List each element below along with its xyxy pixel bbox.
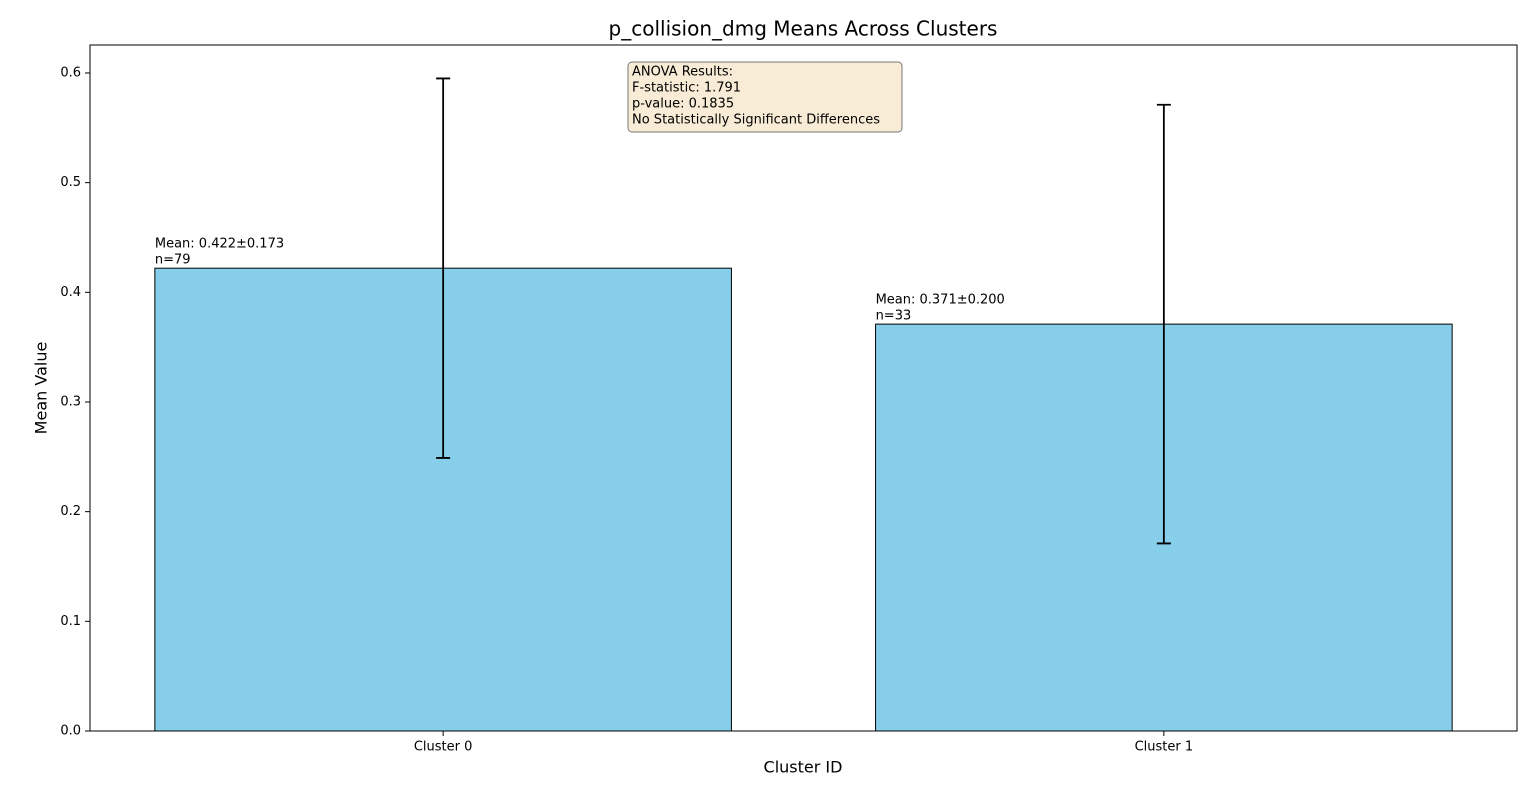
annotation-line: No Statistically Significant Differences bbox=[632, 113, 880, 128]
count-label: n=33 bbox=[876, 309, 912, 324]
y-tick-label: 0.3 bbox=[60, 394, 81, 409]
value-label: Mean: 0.422±0.173 bbox=[155, 237, 284, 252]
annotation-box bbox=[627, 61, 903, 133]
plot-frame bbox=[89, 44, 1518, 732]
count-label: n=79 bbox=[155, 253, 191, 268]
x-axis-label: Cluster ID bbox=[764, 758, 843, 777]
y-tick-label: 0.1 bbox=[60, 614, 81, 629]
annotation-line: p-value: 0.1835 bbox=[632, 97, 734, 112]
y-tick-label: 0.5 bbox=[60, 175, 81, 190]
chart-title: p_collision_dmg Means Across Clusters bbox=[609, 17, 998, 41]
y-tick-label: 0.2 bbox=[60, 504, 81, 519]
y-tick-label: 0.0 bbox=[60, 724, 81, 739]
annotation-line: ANOVA Results: bbox=[632, 65, 733, 80]
error-bar bbox=[1156, 103, 1171, 545]
y-tick-label: 0.6 bbox=[60, 65, 81, 80]
x-tick-label: Cluster 1 bbox=[1135, 740, 1194, 755]
y-axis-label: Mean Value bbox=[32, 342, 51, 435]
error-bar bbox=[436, 77, 451, 459]
x-tick-label: Cluster 0 bbox=[414, 740, 473, 755]
value-label: Mean: 0.371±0.200 bbox=[876, 293, 1005, 308]
annotation-line: F-statistic: 1.791 bbox=[632, 81, 741, 96]
y-tick-label: 0.4 bbox=[60, 285, 81, 300]
